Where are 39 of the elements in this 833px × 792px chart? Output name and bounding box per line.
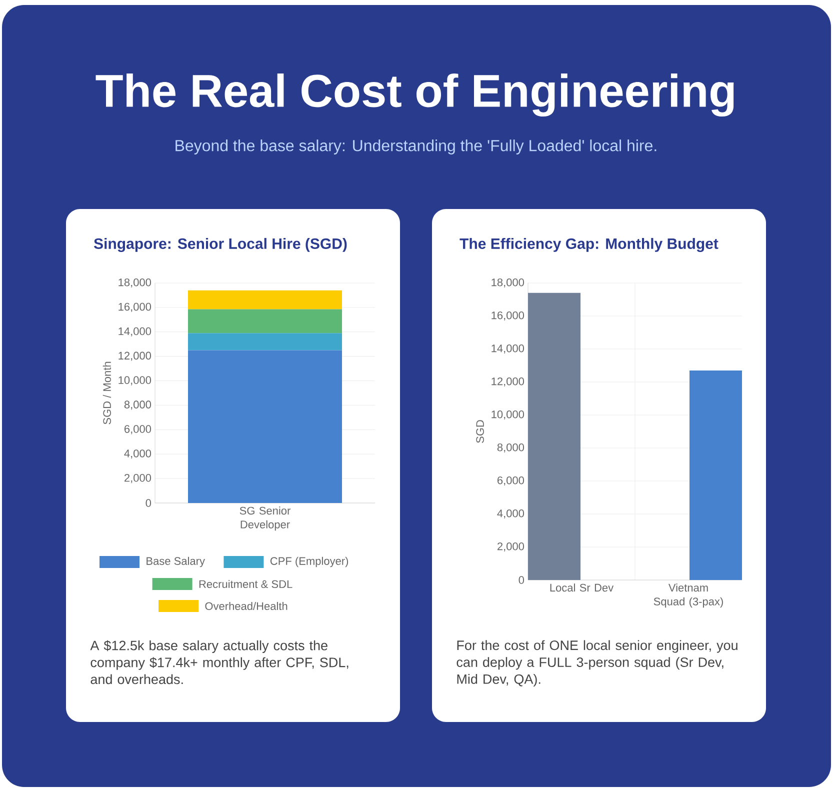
y-tick-label: 16,000 bbox=[492, 311, 524, 321]
y-tick-label: 8,000 bbox=[497, 443, 524, 453]
bar bbox=[188, 309, 342, 334]
x-tick-label: Local Sr Dev bbox=[550, 584, 614, 592]
bar bbox=[188, 333, 342, 350]
y-tick-label: 6,000 bbox=[498, 476, 524, 486]
x-tick-label: Vietnam Squad (3-pax) bbox=[654, 584, 723, 608]
y-tick-label: 18,000 bbox=[492, 278, 524, 288]
y-tick-label: 4,000 bbox=[124, 450, 152, 459]
y-tick-label: 8,000 bbox=[124, 400, 152, 410]
y-tick-label: 14,000 bbox=[118, 327, 152, 336]
y-tick-label: 12,000 bbox=[492, 377, 524, 387]
y-tick-label: 14,000 bbox=[492, 344, 524, 354]
y-tick-label: 16,000 bbox=[118, 302, 152, 312]
text: A $12.5k base salary actually costs the company $17.4k+ monthly after CPF, SDL, and overheads. bbox=[90, 640, 348, 684]
chart-title: Singapore: Senior Local Hire (SGD) bbox=[94, 238, 347, 252]
y-tick-label: 2,000 bbox=[124, 474, 152, 484]
text: For the cost of ONE local senior engineer, you can deploy a FULL 3-person squad (Sr Dev, Mid Dev, QA). bbox=[456, 640, 738, 687]
y-tick-label: 12,000 bbox=[118, 352, 152, 361]
y-tick-label: 2,000 bbox=[497, 542, 524, 552]
legend-label: Recruitment & SDL bbox=[199, 580, 292, 588]
y-tick-label: 0 bbox=[518, 576, 524, 584]
text: The Real Cost of Engineering bbox=[96, 73, 734, 117]
y-tick-label: 6,000 bbox=[124, 425, 152, 434]
text: Beyond the base salary: Understanding the 'Fully Loaded' local hire. bbox=[176, 140, 656, 154]
y-tick-label: 10,000 bbox=[492, 410, 524, 420]
bar bbox=[188, 350, 342, 503]
y-axis-title: SGD / Month bbox=[102, 362, 111, 424]
y-tick-label: 18,000 bbox=[118, 278, 152, 288]
x-tick-label: SG Senior Developer bbox=[240, 506, 290, 531]
y-tick-label: 0 bbox=[146, 499, 152, 507]
chart-title: The Efficiency Gap: Monthly Budget bbox=[460, 238, 718, 252]
y-tick-label: 10,000 bbox=[118, 376, 152, 386]
legend-label: Base Salary bbox=[146, 556, 205, 568]
y-tick-label: 4,000 bbox=[497, 509, 524, 519]
y-axis-title: SGD bbox=[476, 420, 484, 443]
legend-label: Overhead/Health bbox=[205, 602, 288, 610]
bar bbox=[188, 290, 342, 310]
legend-label: CPF (Employer) bbox=[270, 556, 348, 568]
